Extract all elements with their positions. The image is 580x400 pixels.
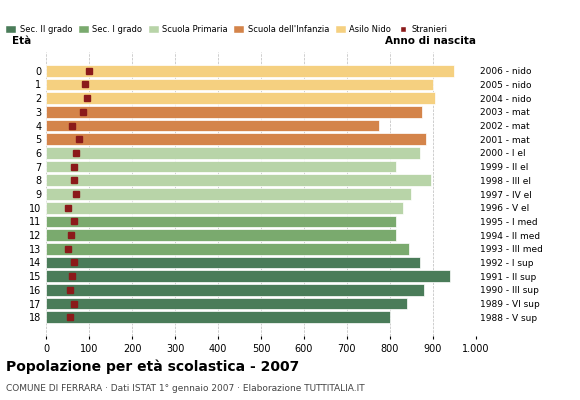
Bar [46,133,426,145]
Bar [46,229,396,241]
Bar [46,257,420,268]
Text: Età: Età [12,36,31,46]
Text: COMUNE DI FERRARA · Dati ISTAT 1° gennaio 2007 · Elaborazione TUTTITALIA.IT: COMUNE DI FERRARA · Dati ISTAT 1° gennai… [6,384,364,393]
Bar [46,202,403,214]
Text: Anno di nascita: Anno di nascita [385,36,476,46]
Bar [46,92,435,104]
Bar [46,312,390,323]
Bar [46,298,407,309]
Bar [46,243,409,255]
Bar [46,284,424,296]
Bar [46,270,450,282]
Bar [46,106,422,118]
Bar [46,79,433,90]
Bar [46,65,454,76]
Bar [46,188,411,200]
Bar [46,174,430,186]
Legend: Sec. II grado, Sec. I grado, Scuola Primaria, Scuola dell'Infanzia, Asilo Nido, : Sec. II grado, Sec. I grado, Scuola Prim… [3,22,450,38]
Bar [46,120,379,131]
Bar [46,147,420,159]
Bar [46,161,396,172]
Bar [46,216,396,227]
Text: Popolazione per età scolastica - 2007: Popolazione per età scolastica - 2007 [6,360,299,374]
